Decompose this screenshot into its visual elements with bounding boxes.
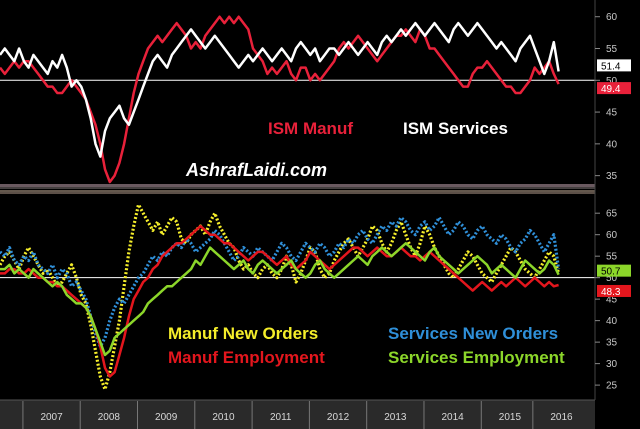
- top-series-ism_manuf: [0, 15, 560, 184]
- xtick-label-2009: 2009: [155, 412, 178, 423]
- xtick-label-2015: 2015: [499, 412, 522, 423]
- xtick-label-2014: 2014: [442, 412, 465, 423]
- top-series-ism_services: [0, 21, 560, 158]
- xtick-label-2008: 2008: [98, 412, 121, 423]
- bottom-ytick-label: 50: [606, 273, 618, 284]
- legend-manuf-new-orders: Manuf New Orders: [168, 324, 318, 343]
- top-ytick-label: 45: [606, 108, 618, 119]
- bottom-ytick-label: 45: [606, 295, 618, 306]
- top-panel: [0, 15, 595, 184]
- last-value-box: [597, 82, 631, 95]
- top-ytick-label: 55: [606, 44, 618, 55]
- last-value-box: [597, 59, 631, 72]
- bottom-ytick-label: 25: [606, 381, 618, 392]
- bottom-last-value-services_employment: 50.7: [597, 264, 631, 278]
- bottom-series-services_employment: [0, 242, 560, 357]
- bottom-ytick-label: 35: [606, 338, 618, 349]
- top-last-value-ism_manuf: 49.4: [597, 82, 631, 95]
- top-ytick-label: 40: [606, 139, 618, 150]
- panel-separator: [0, 184, 595, 194]
- bottom-panel: [0, 203, 595, 391]
- right-axis-ticks: 35 40 45 50 55 60 49.4 51.4 25 30 35 40 45 50 55 60 65 48…: [595, 12, 631, 392]
- xtick-label-2011: 2011: [270, 412, 292, 423]
- top-ytick-label: 35: [606, 171, 618, 182]
- legend-manuf-employment: Manuf Employment: [168, 348, 325, 367]
- xtick-label-2016: 2016: [550, 412, 573, 423]
- last-value-text: 48.3: [601, 287, 621, 298]
- legend-services-new-orders: Services New Orders: [388, 324, 558, 343]
- bottom-ytick-label: 60: [606, 230, 618, 241]
- last-value-text: 50.7: [601, 267, 621, 278]
- top-ytick-label: 50: [606, 76, 618, 87]
- bottom-ytick-label: 55: [606, 252, 618, 263]
- bottom-series-manuf_new_orders: [0, 203, 561, 391]
- last-value-box: [597, 284, 631, 297]
- xtick-label-2013: 2013: [384, 412, 407, 423]
- x-axis: 2007 2008 2009 2010 2011 2012 2013 2014 2015 2016: [0, 399, 595, 429]
- xtick-label-2007: 2007: [40, 412, 63, 423]
- bottom-ytick-label: 65: [606, 209, 618, 220]
- last-value-box: [597, 264, 631, 277]
- legend-ism-manuf: ISM Manuf: [268, 119, 353, 138]
- legend-services-employment: Services Employment: [388, 348, 565, 367]
- right-axis-area: [595, 0, 640, 429]
- legend-ism-services: ISM Services: [403, 119, 508, 138]
- xtick-label-2010: 2010: [212, 412, 235, 423]
- bottom-ytick-label: 40: [606, 316, 618, 327]
- top-last-value-ism_services: 51.4: [597, 59, 631, 72]
- bottom-series-services_new_orders: [0, 215, 561, 348]
- last-value-text: 51.4: [601, 61, 621, 72]
- top-ytick-label: 60: [606, 12, 618, 23]
- bottom-ytick-label: 30: [606, 359, 618, 370]
- last-value-text: 49.4: [601, 84, 621, 95]
- xtick-label-2012: 2012: [327, 412, 350, 423]
- watermark: AshrafLaidi.com: [185, 160, 327, 180]
- bottom-last-value-manuf_employment: 48.3: [597, 284, 631, 298]
